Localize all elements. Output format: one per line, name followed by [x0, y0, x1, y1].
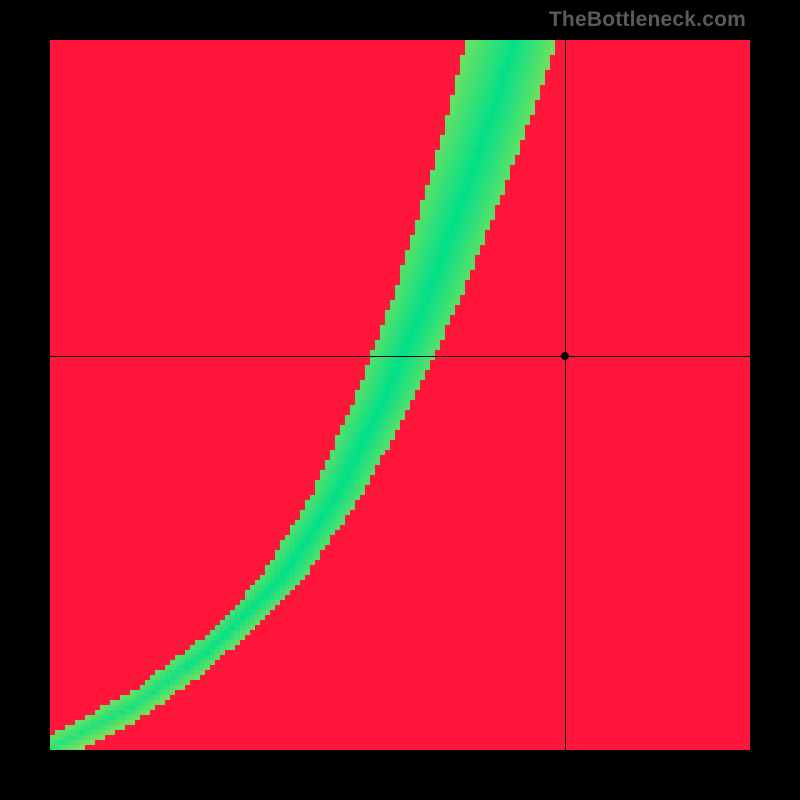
crosshair-marker: [561, 352, 569, 360]
crosshair-horizontal: [50, 356, 750, 357]
heatmap-canvas: [50, 40, 750, 750]
crosshair-vertical: [565, 40, 566, 750]
watermark-text: TheBottleneck.com: [549, 8, 746, 32]
heatmap-plot: [50, 40, 750, 750]
